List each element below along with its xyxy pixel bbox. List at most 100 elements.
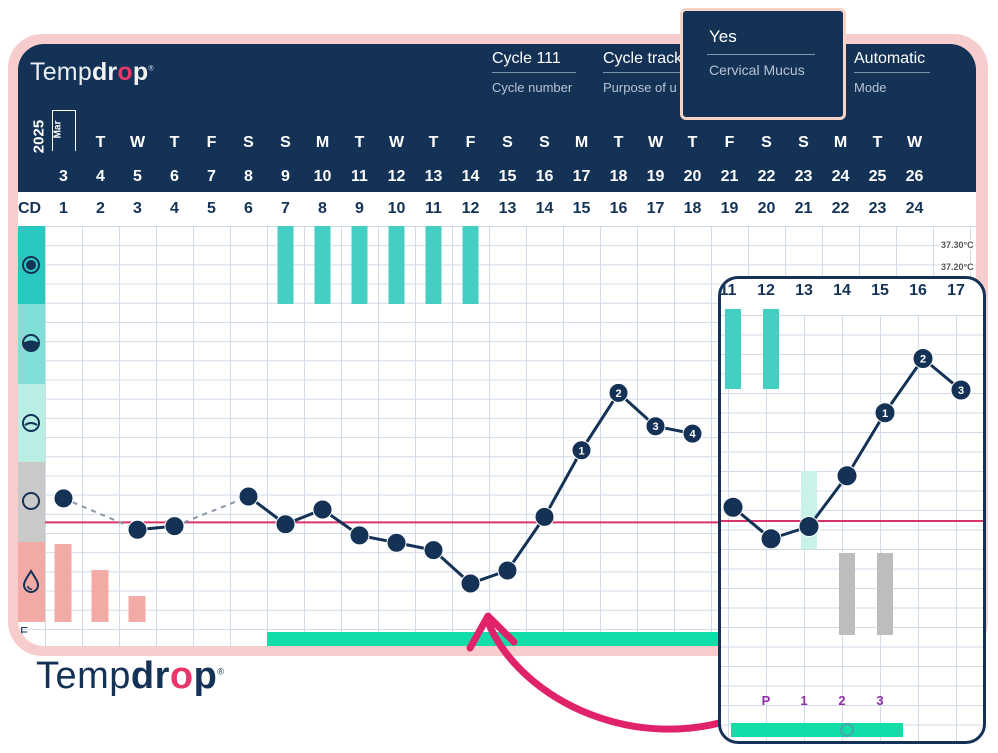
day-of-month[interactable]: 5: [133, 168, 142, 185]
day-of-week: T: [613, 134, 624, 151]
day-of-month[interactable]: 9: [281, 168, 290, 185]
cycle-day[interactable]: 12: [461, 200, 480, 217]
day-of-week: T: [687, 134, 698, 151]
temperature-point: [53, 488, 74, 509]
band-period[interactable]: [18, 542, 45, 622]
zoom-temperature-point: [950, 379, 972, 401]
zoom-temperature-point: [874, 402, 896, 424]
cycle-day[interactable]: 22: [831, 200, 850, 217]
temperature-point: [127, 519, 148, 540]
cycle-day-row: CD 1 2 3 4 5 6 7 8 9 10 11 12 13 14 15 16 17 18 19 20 21 22 23…: [18, 192, 976, 227]
cycle-day[interactable]: 15: [572, 200, 591, 217]
cycle-number-field[interactable]: Cycle 111 Cycle number: [492, 50, 576, 95]
day-of-month[interactable]: 4: [96, 168, 105, 185]
day-of-month[interactable]: 11: [351, 168, 368, 185]
cycle-day[interactable]: 23: [868, 200, 887, 217]
popup-label: Cervical Mucus: [709, 62, 805, 78]
day-of-month[interactable]: 25: [868, 168, 887, 185]
cycle-day[interactable]: 24: [905, 200, 924, 217]
zoom-cycle-day: 11: [719, 282, 737, 299]
zoom-day-marker: P: [761, 693, 771, 708]
day-of-month[interactable]: 20: [683, 168, 702, 185]
cycle-day[interactable]: 9: [355, 200, 364, 217]
cycle-day[interactable]: 4: [170, 200, 179, 217]
day-of-month[interactable]: 14: [461, 168, 480, 185]
point-number-label: 2: [615, 388, 621, 400]
temperature-point: [645, 416, 666, 437]
cycle-day[interactable]: 11: [425, 200, 442, 217]
point-number-label: 1: [578, 445, 584, 457]
day-of-week: T: [872, 134, 883, 151]
day-of-month[interactable]: 12: [387, 168, 406, 185]
cycle-day[interactable]: 18: [683, 200, 702, 217]
cycle-day[interactable]: 21: [794, 200, 813, 217]
cycle-day[interactable]: 17: [646, 200, 665, 217]
zoom-point-number: 3: [958, 385, 964, 397]
day-of-month[interactable]: 13: [424, 168, 443, 185]
zoom-grey-bar: [839, 553, 855, 635]
band-watery[interactable]: [18, 384, 45, 462]
day-of-month[interactable]: 15: [498, 168, 517, 185]
temp-line-segment: [506, 515, 546, 572]
cycle-day[interactable]: 19: [720, 200, 739, 217]
tempdrop-logo: Tempdrop®: [30, 58, 154, 86]
zoom-temperature-point: [798, 516, 820, 537]
zoom-pale-bar: [801, 471, 817, 549]
zoom-temperature-point: [836, 465, 858, 487]
day-of-month[interactable]: 7: [207, 168, 216, 185]
zoom-cycle-day: 12: [757, 282, 775, 299]
cycle-day[interactable]: 16: [609, 200, 628, 217]
cycle-day[interactable]: 20: [757, 200, 776, 217]
zoom-marker-icon: [840, 723, 854, 737]
cycle-day[interactable]: 2: [96, 200, 105, 217]
mode-field[interactable]: Automatic Mode: [854, 50, 930, 95]
cycle-day[interactable]: 7: [281, 200, 290, 217]
cycle-day[interactable]: 13: [498, 200, 517, 217]
day-of-month[interactable]: 18: [609, 168, 628, 185]
day-of-month[interactable]: 21: [720, 168, 739, 185]
zoom-fertile-bar: [731, 723, 903, 737]
band-dry[interactable]: [18, 462, 45, 542]
temperature-point: [571, 440, 592, 461]
cervical-mucus-popup[interactable]: Yes Cervical Mucus: [680, 8, 846, 120]
day-of-month[interactable]: 24: [831, 168, 850, 185]
dashed-connector: [63, 497, 138, 531]
day-of-week: F: [724, 134, 735, 151]
month-flag: Mar: [52, 110, 76, 151]
day-of-month[interactable]: 6: [170, 168, 179, 185]
cycle-day[interactable]: 6: [244, 200, 253, 217]
cycle-day[interactable]: 8: [318, 200, 327, 217]
mucus-bar: [425, 226, 442, 304]
day-of-month[interactable]: 22: [757, 168, 776, 185]
cycle-day[interactable]: 3: [133, 200, 142, 217]
day-of-month[interactable]: 23: [794, 168, 813, 185]
day-of-week: T: [95, 134, 106, 151]
day-of-week: S: [539, 134, 550, 151]
cycle-day[interactable]: 14: [535, 200, 554, 217]
band-spotting[interactable]: [18, 226, 45, 304]
day-of-month[interactable]: 8: [244, 168, 253, 185]
day-of-month[interactable]: 10: [313, 168, 332, 185]
drop-circle-icon: [22, 414, 40, 432]
day-of-month[interactable]: 17: [572, 168, 591, 185]
purpose-field[interactable]: Cycle track Purpose of u: [603, 50, 687, 95]
cycle-day[interactable]: 5: [207, 200, 216, 217]
day-of-month[interactable]: 19: [646, 168, 665, 185]
zoom-line-segment: [807, 474, 849, 528]
day-of-week: M: [315, 134, 330, 151]
zoom-point-number: 1: [882, 408, 888, 420]
cycle-day[interactable]: 1: [59, 200, 68, 217]
zoom-temperature-point: [912, 348, 934, 369]
day-of-month[interactable]: 26: [905, 168, 924, 185]
day-of-month[interactable]: 16: [535, 168, 554, 185]
mode-value: Automatic: [854, 50, 930, 73]
period-bar: [91, 570, 109, 622]
band-creamy[interactable]: [18, 304, 45, 384]
day-of-month[interactable]: 3: [59, 168, 68, 185]
zoom-chart: 1 2 3: [721, 309, 983, 737]
cycle-day[interactable]: 10: [387, 200, 406, 217]
day-of-week: F: [465, 134, 476, 151]
temperature-point: [608, 382, 629, 403]
zoom-day-marker: 2: [838, 693, 846, 708]
